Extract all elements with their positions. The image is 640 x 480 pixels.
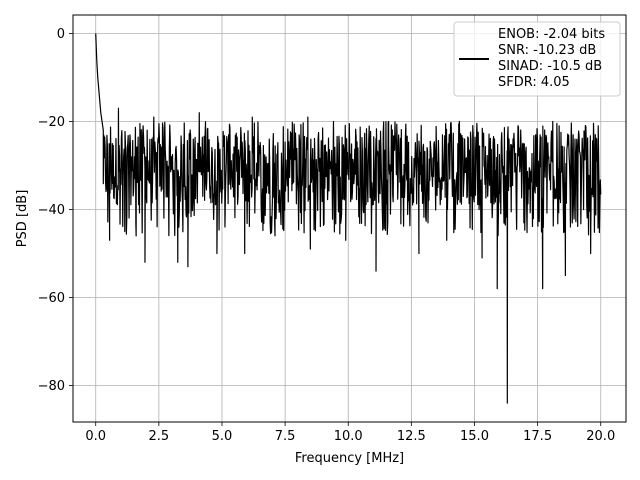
y-axis: 0 −20 −40 −60 −80 [38,27,73,394]
x-tick-label: 7.5 [275,429,296,444]
legend: ENOB: -2.04 bits SNR: -10.23 dB SINAD: -… [453,21,621,97]
x-tick-label: 5.0 [212,429,233,444]
x-tick-label: 15.0 [460,429,489,444]
y-tick-label: −60 [38,291,65,306]
plot-frame [72,14,627,423]
y-tick-label: −80 [38,379,65,394]
x-axis-label: Frequency [MHz] [295,451,404,466]
psd-line [95,33,602,404]
legend-sfdr: SFDR: 4.05 [498,75,570,90]
x-tick-label: 17.5 [523,429,552,444]
legend-box [453,21,621,97]
legend-enob: ENOB: -2.04 bits [498,27,605,42]
y-tick-label: 0 [57,27,65,42]
y-tick-label: −20 [38,115,65,130]
y-tick-label: −40 [38,203,65,218]
legend-sinad: SINAD: -10.5 dB [498,59,602,74]
x-tick-label: 2.5 [149,429,170,444]
x-tick-label: 0.0 [85,429,106,444]
series-layer [95,33,602,404]
x-tick-label: 20.0 [586,429,615,444]
y-axis-label: PSD [dB] [15,190,30,248]
x-tick-label: 12.5 [397,429,426,444]
legend-snr: SNR: -10.23 dB [498,43,596,58]
x-tick-label: 10.0 [334,429,363,444]
x-axis: 0.0 2.5 5.0 7.5 10.0 12.5 15.0 17.5 20.0 [85,422,615,444]
